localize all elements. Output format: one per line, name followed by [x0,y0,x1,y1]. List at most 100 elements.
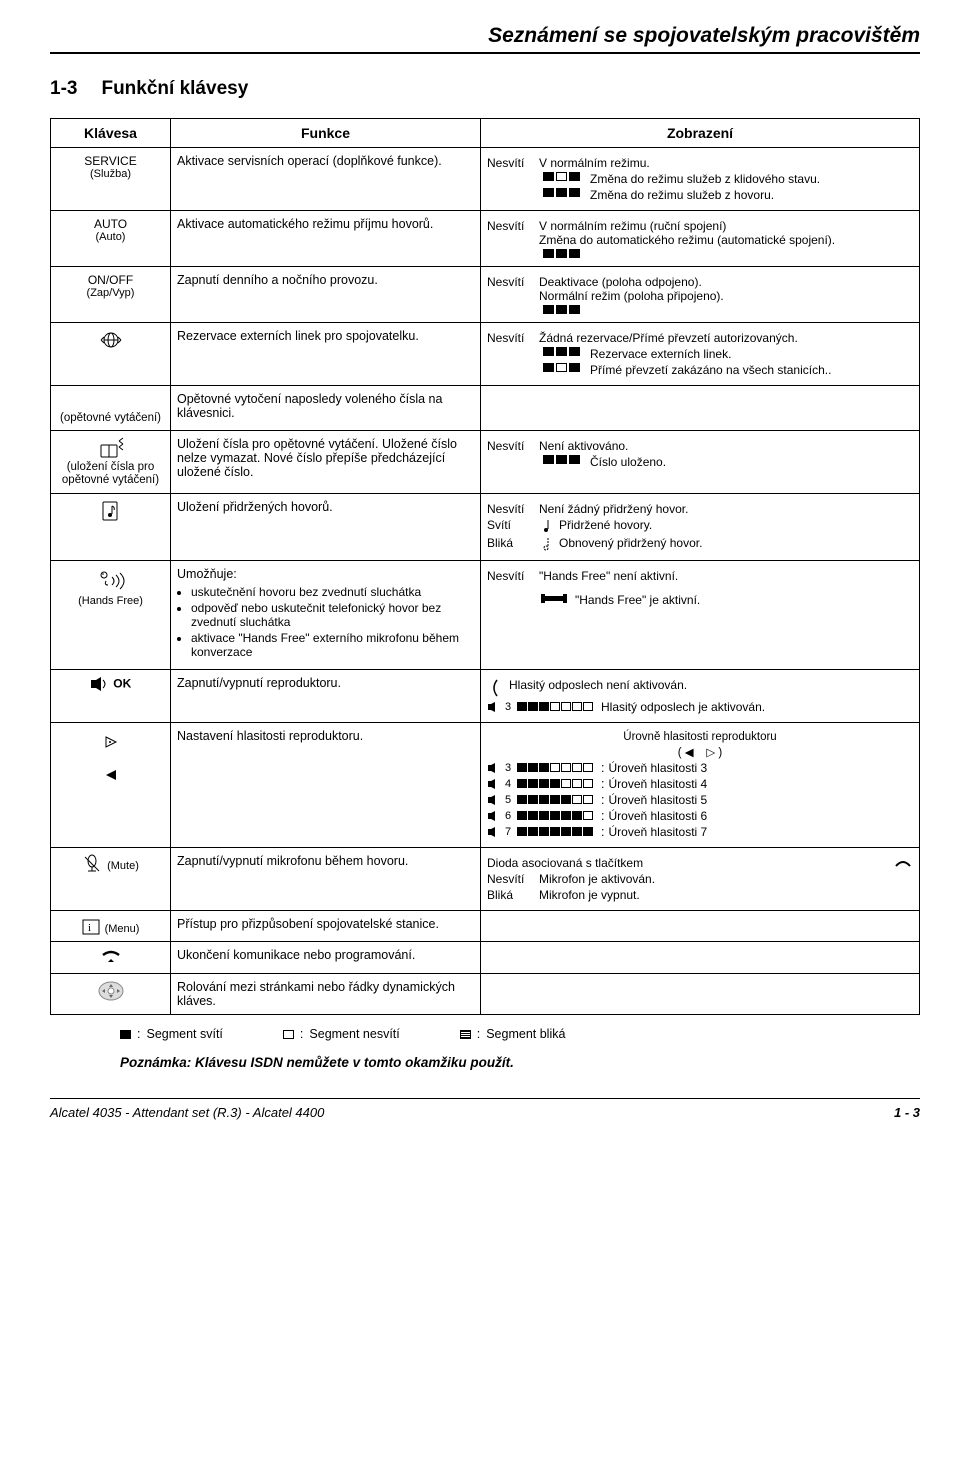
key-service-label: SERVICE [57,154,164,168]
key-store-sub: (uložení čísla pro opětovné vytáčení) [57,461,164,486]
key-auto-sub: (Auto) [57,231,164,243]
vol-l6: Úroveň hlasitosti 6 [608,809,913,823]
disp-text: Není žádný přidržený hovor. [539,502,913,516]
func-speaker: Zapnutí/vypnutí reproduktoru. [171,669,481,722]
func-store: Uložení čísla pro opětovné vytáčení. Ulo… [171,431,481,493]
disp-text: Mikrofon je aktivován. [539,872,913,886]
disp-text: Dioda asociovaná s tlačítkem [487,856,887,870]
page-title: Seznámení se spojovatelským pracovištěm [50,24,920,54]
speaker-small-icon [487,701,501,713]
note-icon [539,518,553,534]
section-number: 1-3 [50,78,77,100]
disp-text: "Hands Free" je aktivní. [575,593,913,607]
key-onoff-sub: (Zap/Vyp) [57,287,164,299]
redial-arrows-icon [101,391,121,411]
disp-label: Svítí [487,518,533,532]
disp-label: Nesvítí [487,219,533,233]
disp-label: Bliká [487,536,533,550]
legend-on-icon [120,1030,131,1039]
header-key: Klávesa [51,119,171,148]
key-service-sub: (Služba) [57,168,164,180]
disp-text: Obnovený přidržený hovor. [559,536,913,550]
svg-text:i: i [88,922,91,934]
arrows-icon: ( ◀ ▷ ) [487,745,913,759]
key-redial-sub: (opětovné vytáčení) [57,412,164,424]
handsfree-icon [96,569,126,589]
footer-left: Alcatel 4035 - Attendant set (R.3) - Alc… [50,1105,324,1120]
func-reserve: Rezervace externích linek pro spojovatel… [171,323,481,386]
bullet: odpověď nebo uskutečnit telefonický hovo… [191,601,474,629]
footer-right: 1 - 3 [894,1105,920,1120]
segments-icon [543,455,580,464]
disp-label: Nesvítí [487,156,533,170]
disp-text: "Hands Free" není aktivní. [539,569,913,583]
func-scroll: Rolování mezi stránkami nebo řádky dynam… [171,974,481,1015]
bracket-icon [487,678,503,698]
key-speaker-label: OK [113,676,131,690]
key-mute-sub: (Mute) [107,860,139,872]
speaker-ok-icon [90,676,113,690]
segments-icon [543,249,580,258]
globe-arrows-icon [100,329,122,349]
disp-label: Bliká [487,888,533,902]
disp-label: Nesvítí [487,331,533,345]
disp-text: Deaktivace (poloha odpojeno). Normální r… [539,275,913,303]
segments-icon [543,363,580,372]
func-mute: Zapnutí/vypnutí mikrofonu během hovoru. [171,847,481,910]
vol-l4: Úroveň hlasitosti 4 [608,777,913,791]
arrow-right-icon [104,735,118,749]
legend-blink: Segment bliká [486,1027,565,1041]
disp-text: Žádná rezervace/Přímé převzetí autorizov… [539,331,913,345]
disp-label: Nesvítí [487,275,533,289]
func-menu: Přístup pro přizpůsobení spojovatelské s… [171,910,481,941]
disp-text: Není aktivováno. [539,439,913,453]
function-keys-table: Klávesa Funkce Zobrazení SERVICE (Služba… [50,118,920,1015]
volume-title: Úrovně hlasitosti reproduktoru [487,731,913,743]
handsfree-bar-icon [539,593,569,605]
key-auto-label: AUTO [57,217,164,231]
hangup-icon [99,947,123,967]
dpad-icon [97,980,125,1000]
disp-label: Nesvítí [487,872,533,886]
disp-label: Nesvítí [487,569,533,583]
legend-blink-icon [460,1030,471,1039]
func-auto: Aktivace automatického režimu příjmu hov… [171,211,481,267]
segments-icon [543,347,580,356]
vol-l3: Úroveň hlasitosti 3 [608,761,913,775]
info-icon: i [82,916,105,936]
func-redial: Opětovné vytočení naposledy voleného čís… [171,386,481,431]
func-service: Aktivace servisních operací (doplňkové f… [171,148,481,211]
segments-icon [543,188,580,197]
note-blink-icon [539,536,553,552]
section-title: Funkční klávesy [101,78,248,100]
book-arrows-icon [98,438,124,458]
vol-l7: Úroveň hlasitosti 7 [608,825,913,839]
disp-text: V normálním režimu. [539,156,913,170]
func-onoff: Zapnutí denního a nočního provozu. [171,267,481,323]
handset-icon [893,856,913,870]
header-disp: Zobrazení [481,119,920,148]
vol-l5: Úroveň hlasitosti 5 [608,793,913,807]
segments-icon [543,305,580,314]
disp-text: Změna do režimu služeb z hovoru. [590,188,913,202]
disp-text: Přímé převzetí zakázáno na všech stanicí… [590,363,913,377]
func-volume: Nastavení hlasitosti reproduktoru. [171,722,481,847]
disp-text: Hlasitý odposlech není aktivován. [509,678,913,692]
music-note-icon [101,500,121,520]
func-hold: Uložení přidržených hovorů. [171,493,481,560]
disp-text: Změna do režimu služeb z klidového stavu… [590,172,913,186]
disp-text: Přidržené hovory. [559,518,913,532]
key-onoff-label: ON/OFF [57,273,164,287]
disp-text: Mikrofon je vypnut. [539,888,913,902]
key-handsfree-sub: (Hands Free) [57,595,164,607]
handsfree-intro: Umožňuje: [177,567,474,581]
disp-label: Nesvítí [487,502,533,516]
legend-off: Segment nesvítí [309,1027,399,1041]
func-end: Ukončení komunikace nebo programování. [171,941,481,973]
legend-on: Segment svítí [146,1027,222,1041]
bullet: aktivace "Hands Free" externího mikrofon… [191,631,474,659]
disp-text: Číslo uloženo. [590,455,913,469]
note: Poznámka: Klávesu ISDN nemůžete v tomto … [50,1055,920,1070]
disp-text: Hlasitý odposlech je aktivován. [601,700,913,714]
arrow-left-icon [104,768,118,782]
